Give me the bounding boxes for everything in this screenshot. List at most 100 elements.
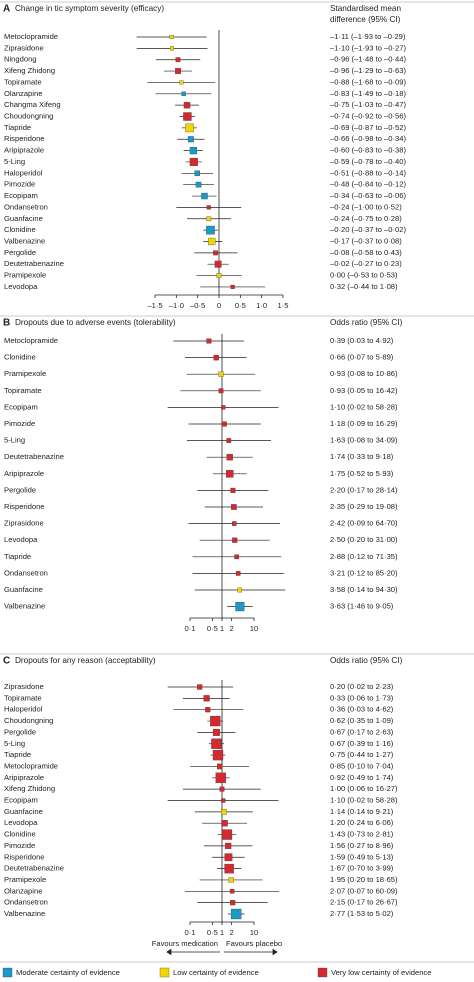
- estimate-label: –0·96 (–1·48 to –0·44): [330, 55, 406, 64]
- drug-name: Olanzapine: [4, 886, 42, 895]
- drug-name: Aripiprazole: [4, 146, 44, 155]
- estimate-label: –0·51 (–0·88 to –0·14): [330, 168, 406, 177]
- estimate-square: [185, 123, 194, 133]
- estimate-label: 0·33 (0·06 to 1·73): [330, 693, 394, 702]
- drug-name: Pramipexole: [4, 369, 46, 378]
- drug-name: Pimozide: [4, 419, 35, 428]
- drug-name: Metoclopramide: [4, 32, 58, 41]
- estimate-label: –0·83 (–1·49 to –0·18): [330, 89, 406, 98]
- estimate-square: [221, 820, 228, 827]
- drug-name: Ziprasidone: [4, 519, 44, 528]
- panel-title: Change in tic symptom severity (efficacy…: [15, 4, 164, 13]
- estimate-square: [221, 405, 226, 410]
- estimate-label: 0·75 (0·44 to 1·27): [330, 750, 394, 759]
- estimate-label: –0·48 (–0·84 to –0·12): [330, 180, 406, 189]
- x-tick-label: 0·5: [207, 928, 218, 937]
- estimate-label: –0·66 (–0·98 to –0·34): [330, 134, 406, 143]
- drug-name: Guanfacine: [4, 214, 43, 223]
- estimate-square: [170, 46, 175, 51]
- drug-name: Ecopipam: [4, 191, 38, 200]
- estimate-square: [205, 707, 211, 713]
- legend-swatch: [317, 967, 328, 978]
- drug-name: Ondansetron: [4, 898, 48, 907]
- estimate-square: [231, 504, 237, 510]
- estimate-label: 1·63 (0·08 to 34·09): [330, 436, 398, 445]
- estimate-label: 1·43 (0·73 to 2·81): [330, 830, 394, 839]
- estimate-square: [214, 260, 222, 268]
- estimate-square: [175, 68, 181, 74]
- estimate-label: 1·14 (0·14 to 9·21): [330, 807, 394, 816]
- estimate-square: [232, 521, 237, 526]
- panel-title: Dropouts due to adverse events (tolerabi…: [15, 318, 176, 327]
- estimate-square: [215, 772, 226, 783]
- estimate-square: [189, 146, 198, 155]
- estimate-square: [228, 877, 234, 883]
- estimate-label: 0·85 (0·10 to 7·04): [330, 761, 394, 770]
- drug-name: Risperidone: [4, 134, 45, 143]
- estimate-label: 0·32 (–0·44 to 1·08): [330, 282, 398, 291]
- drug-name: Valbenazine: [4, 909, 45, 918]
- estimate-square: [235, 602, 245, 612]
- x-tick-label: 0·5: [235, 301, 246, 310]
- estimate-square: [189, 157, 198, 166]
- drug-name: Valbenazine: [4, 602, 45, 611]
- estimate-label: 1·59 (0·49 to 5·13): [330, 852, 394, 861]
- estimate-label: 2·42 (0·09 to 64·70): [330, 519, 398, 528]
- estimate-square: [206, 338, 212, 344]
- estimate-label: –0·59 (–0·78 to –0·40): [330, 157, 406, 166]
- drug-name: Pramipexole: [4, 271, 46, 280]
- estimate-label: –0·17 (–0·37 to 0·08): [330, 236, 402, 245]
- panel-letter: B: [3, 318, 10, 329]
- drug-name: Xifeng Zhidong: [4, 66, 55, 75]
- x-tick-label: 0·1: [185, 928, 196, 937]
- estimate-square: [197, 684, 203, 690]
- estimate-square: [183, 112, 192, 121]
- estimate-label: –0·24 (–1·00 to 0·52): [330, 202, 402, 211]
- estimate-label: 0·67 (0·39 to 1·16): [330, 739, 394, 748]
- estimate-label: –0·34 (–0·63 to –0·06): [330, 191, 406, 200]
- estimate-label: 0·93 (0·05 to 16·42): [330, 386, 398, 395]
- arrow: [224, 948, 278, 956]
- drug-name: Topiramate: [4, 386, 42, 395]
- x-tick-label: 10: [250, 928, 258, 937]
- estimate-label: –0·88 (–1·68 to –0·09): [330, 77, 406, 86]
- drug-name: Ondansetron: [4, 202, 48, 211]
- estimate-label: 2·88 (0·12 to 71·35): [330, 552, 398, 561]
- drug-name: Clonidine: [4, 225, 36, 234]
- x-tick-label: 1: [220, 624, 224, 633]
- estimate-square: [169, 34, 174, 40]
- drug-name: Ecopipam: [4, 796, 38, 805]
- drug-name: Topiramate: [4, 693, 42, 702]
- panel-letter: C: [3, 656, 10, 667]
- estimate-label: 2·35 (0·29 to 19·08): [330, 502, 398, 511]
- estimate-square: [206, 216, 212, 222]
- estimate-label: –1·10 (–1·93 to –0·27): [330, 43, 406, 52]
- x-tick-label: –0·5: [190, 301, 205, 310]
- drug-name: Levodopa: [4, 282, 38, 291]
- drug-name: Deutetrabenazine: [4, 864, 64, 873]
- drug-name: 5-Ling: [4, 436, 25, 445]
- estimate-label: 1·74 (0·33 to 9·18): [330, 452, 394, 461]
- drug-name: Levodopa: [4, 535, 38, 544]
- estimate-square: [183, 101, 191, 109]
- drug-name: 5-Ling: [4, 157, 25, 166]
- estimate-square: [219, 786, 225, 792]
- drug-name: Aripiprazole: [4, 773, 44, 782]
- estimate-label: 2·07 (0·07 to 60·09): [330, 886, 398, 895]
- drug-name: Haloperidol: [4, 705, 43, 714]
- estimate-label: 1·75 (0·52 to 5·93): [330, 469, 394, 478]
- estimate-label: –0·08 (–0·58 to 0·43): [330, 248, 402, 257]
- drug-name: Deutetrabenazine: [4, 452, 64, 461]
- estimate-square: [206, 205, 211, 210]
- estimate-square: [232, 537, 238, 543]
- estimate-label: 0·00 (–0·53 to 0·53): [330, 271, 398, 280]
- estimate-square: [206, 225, 215, 235]
- drug-name: Olanzapine: [4, 89, 42, 98]
- estimate-label: 3·21 (0·12 to 85·20): [330, 568, 398, 577]
- drug-name: Clonidine: [4, 353, 36, 362]
- drug-name: Pergolide: [4, 248, 36, 257]
- drug-name: Risperidone: [4, 502, 45, 511]
- drug-name: Pergolide: [4, 727, 36, 736]
- estimate-square: [221, 829, 233, 840]
